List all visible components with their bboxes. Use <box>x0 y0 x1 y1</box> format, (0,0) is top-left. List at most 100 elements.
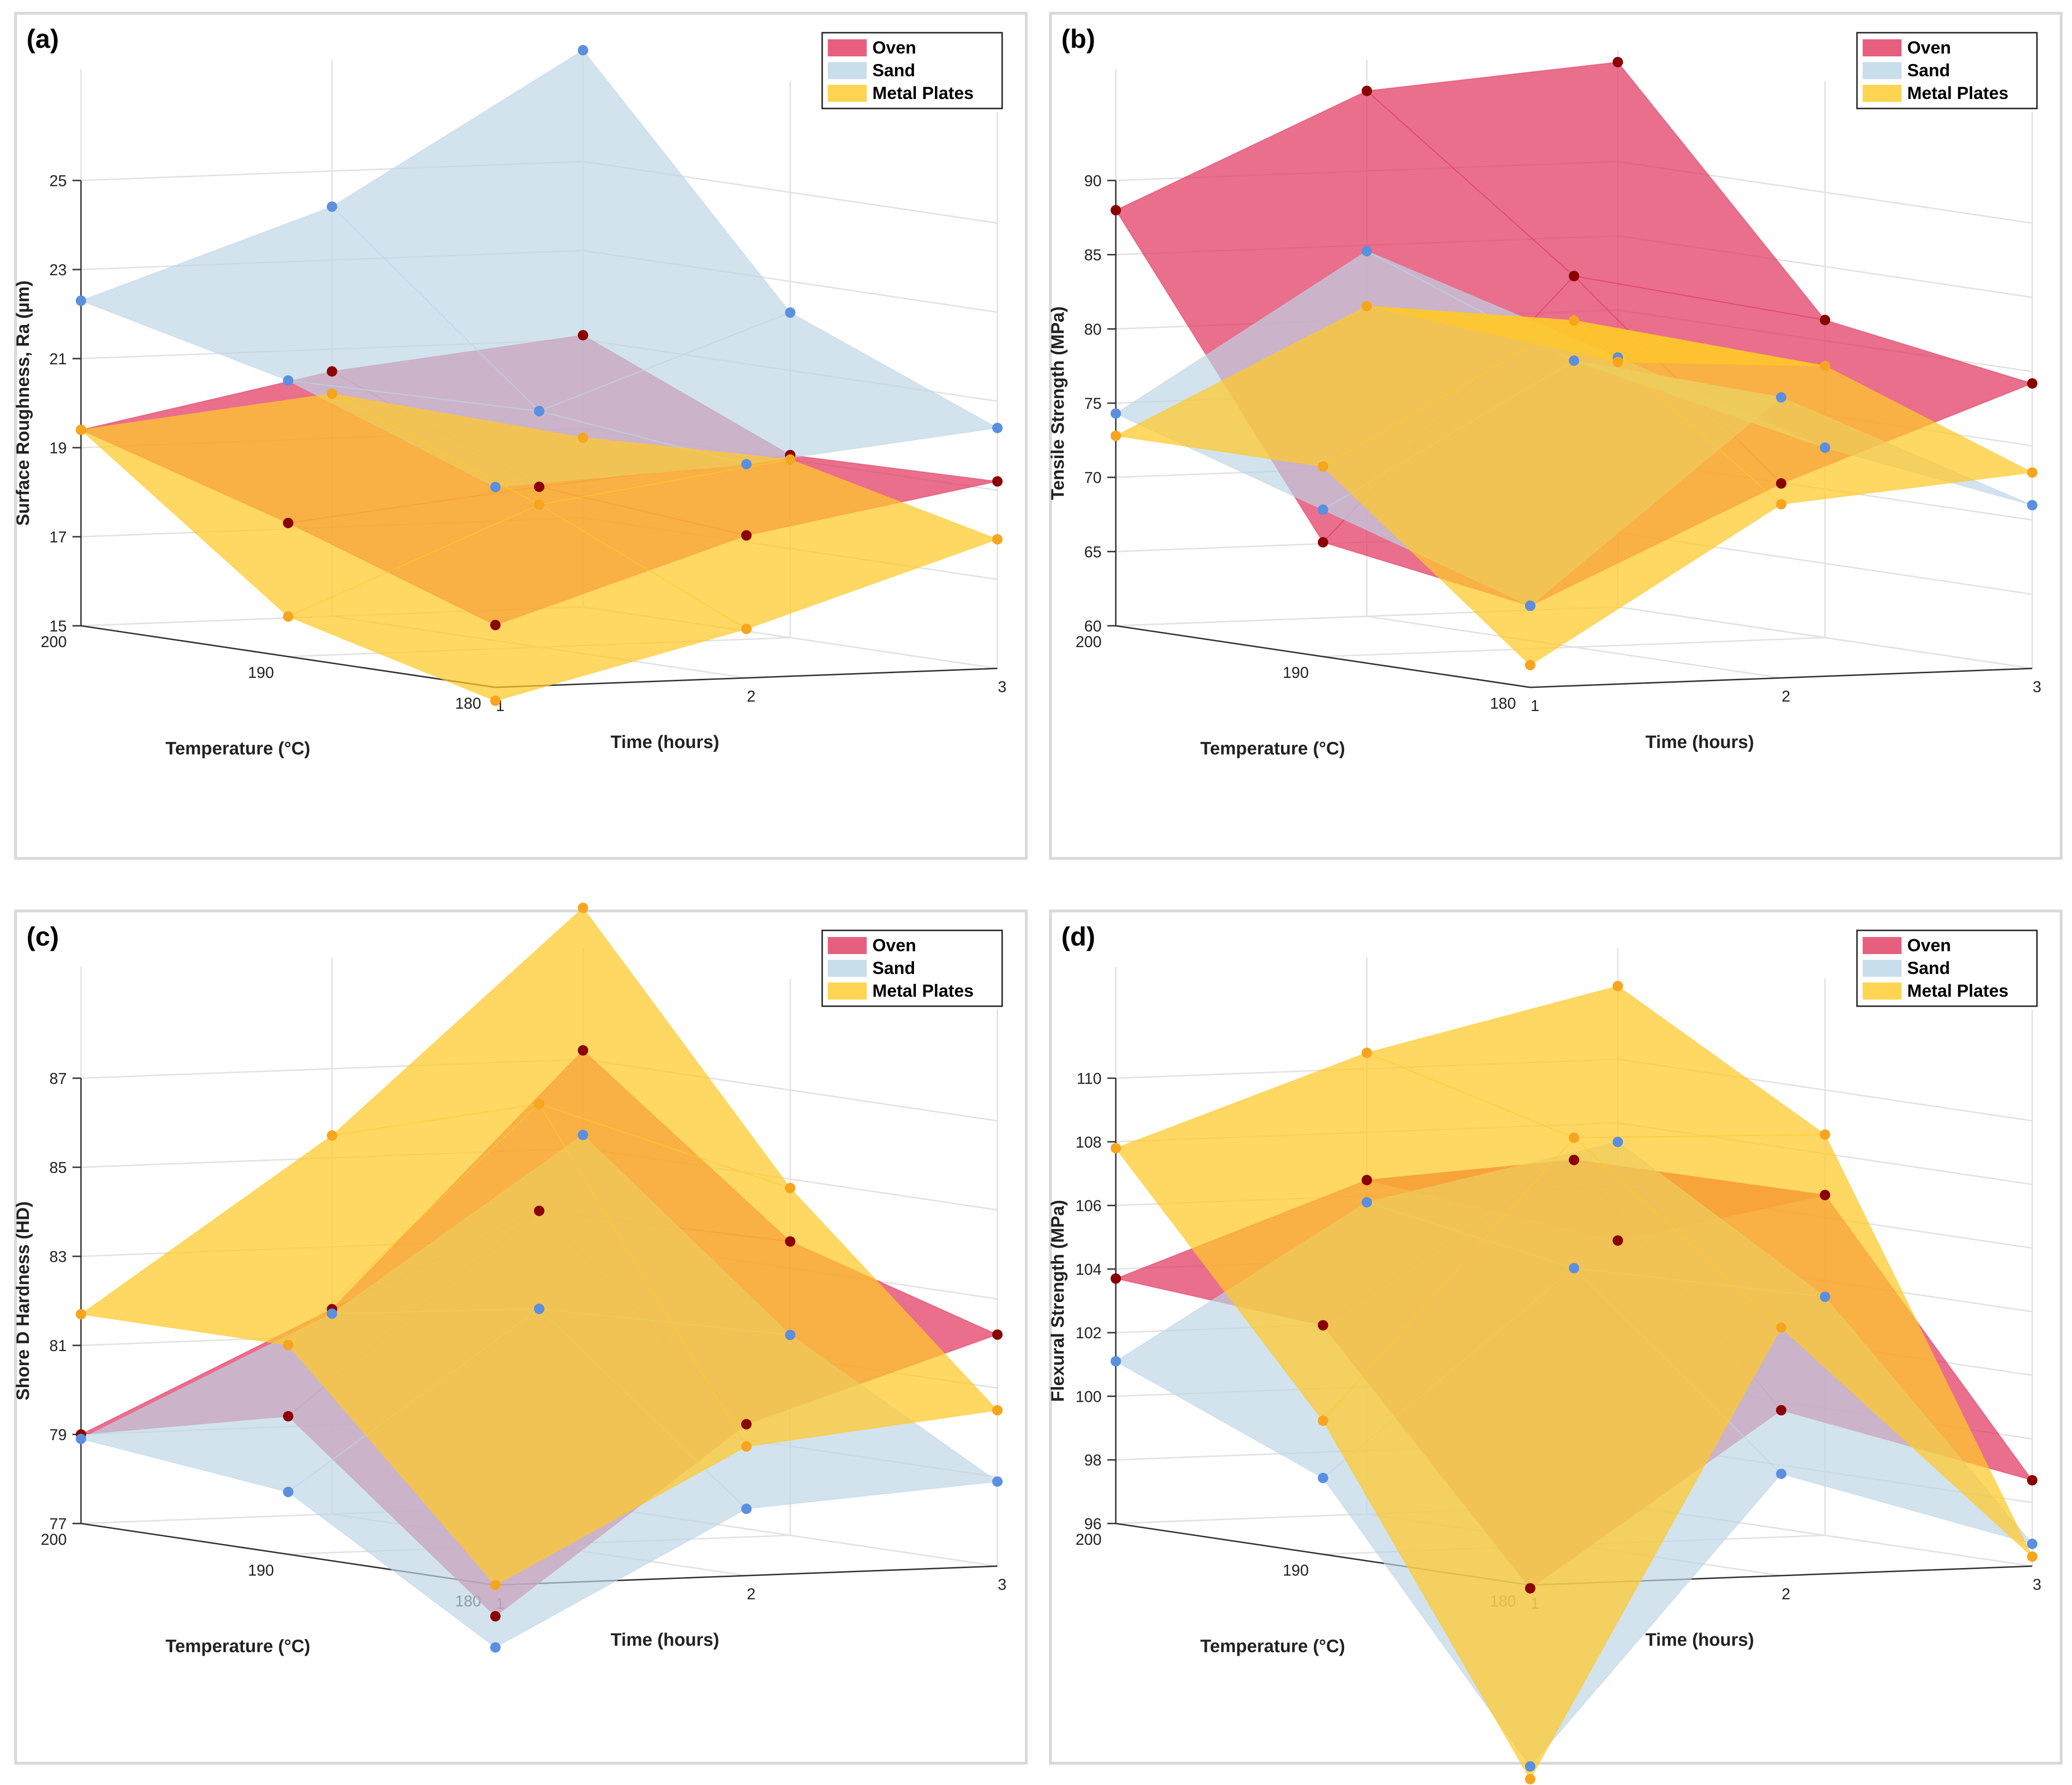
z-tick-label: 104 <box>1076 1261 1102 1278</box>
time-axis-label: Time (hours) <box>610 732 719 752</box>
z-tick-label: 25 <box>49 172 67 189</box>
data-point-sand <box>1569 355 1579 366</box>
data-point-metal <box>1525 1774 1535 1785</box>
z-axis-label: Shore D Hardness (HD) <box>13 1201 33 1400</box>
temperature-tick-label: 190 <box>1283 664 1309 681</box>
data-point-metal <box>1776 499 1786 510</box>
legend-label-sand: Sand <box>1907 61 1950 80</box>
data-point-sand <box>992 1476 1003 1487</box>
data-point-oven <box>1362 1175 1372 1185</box>
data-point-sand <box>1820 442 1830 453</box>
data-point-metal <box>741 623 752 634</box>
data-point-sand <box>283 375 294 386</box>
surfaces-c <box>80 907 999 1648</box>
legend: Oven Sand Metal Plates <box>821 929 1003 1007</box>
z-tick-label: 110 <box>1076 1070 1102 1087</box>
z-tick-label: 100 <box>1076 1388 1102 1405</box>
panel-label: (c) <box>27 921 59 951</box>
z-tick-label: 19 <box>49 439 67 457</box>
data-point-sand <box>1776 1469 1786 1479</box>
data-point-oven <box>992 1329 1003 1340</box>
data-point-metal <box>1569 315 1579 326</box>
data-point-oven <box>327 366 337 377</box>
data-point-metal <box>578 432 588 443</box>
data-point-metal <box>327 388 337 399</box>
data-point-metal <box>327 1130 337 1141</box>
legend-label-sand: Sand <box>872 958 915 978</box>
time-tick-label: 3 <box>2033 678 2041 695</box>
z-tick-label: 102 <box>1076 1324 1102 1342</box>
temperature-tick-label: 200 <box>41 633 67 650</box>
temperature-axis-label: Temperature (°C) <box>165 739 310 759</box>
data-point-sand <box>578 1129 588 1140</box>
data-point-metal <box>76 1309 86 1320</box>
z-tick-label: 106 <box>1076 1197 1102 1215</box>
panel-b: 60 65 70 75 80 85 90 200 190 180 1 2 3 Tensile Streng… <box>1048 12 2063 860</box>
data-point-sand <box>1525 600 1535 611</box>
data-point-metal <box>1613 981 1623 992</box>
z-tick-label: 85 <box>1084 246 1102 264</box>
data-point-metal <box>534 499 545 510</box>
data-point-sand <box>741 459 752 469</box>
legend-label-metal: Metal Plates <box>1907 83 2009 103</box>
legend-swatch-oven <box>1863 39 1902 56</box>
data-point-oven <box>1525 1583 1535 1594</box>
legend-label-metal: Metal Plates <box>872 981 974 1001</box>
data-point-sand <box>1318 1472 1328 1483</box>
legend-swatch-sand <box>1863 960 1902 977</box>
data-point-metal <box>76 424 86 435</box>
legend-swatch-oven <box>828 39 867 56</box>
data-point-sand <box>76 295 86 306</box>
temperature-tick-label: 190 <box>248 664 274 681</box>
legend-swatch-sand <box>828 960 867 977</box>
data-point-oven <box>283 1411 294 1422</box>
data-point-oven <box>534 1206 545 1216</box>
data-point-metal <box>490 1580 501 1590</box>
surfaces-d <box>1114 985 2034 1780</box>
data-point-sand <box>1111 408 1121 419</box>
legend-label-oven: Oven <box>1907 38 1951 57</box>
data-point-metal <box>992 1405 1003 1415</box>
z-tick-label: 17 <box>49 528 67 546</box>
data-point-sand <box>327 1308 337 1319</box>
data-point-oven <box>1569 270 1579 281</box>
z-tick-label: 85 <box>49 1159 67 1176</box>
z-tick-label: 21 <box>49 350 67 368</box>
z-tick-label: 75 <box>1084 395 1102 412</box>
data-point-sand <box>1362 1197 1372 1208</box>
time-tick-label: 2 <box>747 687 755 705</box>
surfaces-a <box>79 49 999 702</box>
data-point-sand <box>785 1330 796 1340</box>
data-point-metal <box>2027 1551 2037 1562</box>
temperature-tick-label: 200 <box>1076 1531 1102 1548</box>
data-point-sand <box>785 307 796 318</box>
temperature-axis <box>1115 625 1531 688</box>
temperature-axis-label: Temperature (°C) <box>165 1637 310 1657</box>
legend: Oven Sand Metal Plates <box>1856 32 2038 109</box>
data-point-sand <box>2027 1539 2037 1549</box>
markers-d <box>1111 981 2037 1785</box>
z-tick-label: 87 <box>49 1070 67 1087</box>
time-tick-label: 3 <box>998 1576 1006 1593</box>
data-point-metal <box>1362 301 1372 312</box>
data-point-sand <box>1362 246 1372 257</box>
temperature-tick-label: 190 <box>1283 1561 1309 1579</box>
data-point-sand <box>1318 504 1328 515</box>
data-point-oven <box>490 1611 501 1622</box>
data-point-oven <box>1569 1154 1579 1165</box>
z-tick-label: 81 <box>49 1337 67 1354</box>
data-point-metal <box>785 454 796 465</box>
data-point-metal <box>1111 430 1121 441</box>
data-point-metal <box>2027 467 2037 478</box>
data-point-metal <box>1613 357 1623 367</box>
chart-c: 777981838587200190180123Shore D Hardness… <box>13 902 1006 1657</box>
legend-swatch-sand <box>828 62 867 79</box>
data-point-oven <box>1820 1190 1830 1200</box>
data-point-metal <box>1569 1132 1579 1143</box>
z-tick-label: 83 <box>49 1248 67 1265</box>
data-point-metal <box>534 1099 545 1109</box>
data-point-oven <box>1111 1273 1121 1284</box>
data-point-oven <box>741 530 752 541</box>
time-tick-label: 2 <box>1782 1585 1790 1603</box>
